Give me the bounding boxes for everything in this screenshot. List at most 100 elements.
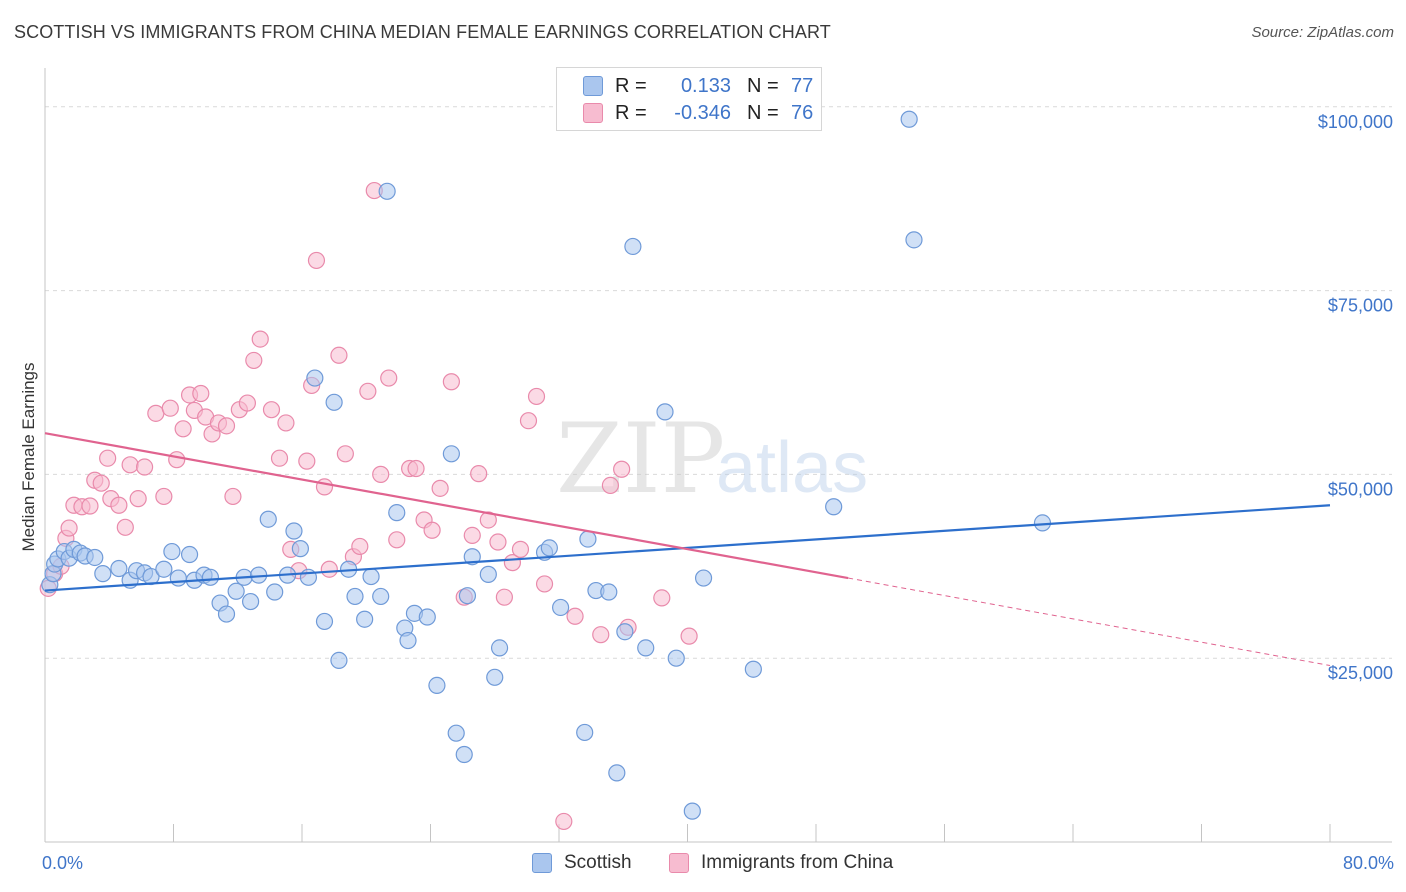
- china-swatch: [583, 103, 603, 123]
- scottish-point: [242, 592, 260, 611]
- china-point: [555, 812, 573, 831]
- y-tick-label: $50,000: [1328, 479, 1393, 499]
- scottish-point: [291, 540, 309, 558]
- scottish-point: [285, 522, 303, 540]
- china-point: [372, 465, 390, 483]
- china-point: [92, 474, 110, 492]
- scottish-point: [399, 631, 417, 650]
- china-point: [116, 518, 134, 536]
- china-point: [161, 399, 179, 417]
- china-point: [380, 369, 398, 387]
- china-point: [470, 465, 488, 483]
- china-point: [174, 420, 192, 438]
- china-point: [315, 478, 334, 496]
- scottish-point: [694, 569, 713, 587]
- scottish-point: [346, 587, 364, 606]
- china-point: [423, 521, 441, 539]
- china-point: [566, 607, 584, 625]
- legend-item-china[interactable]: Immigrants from China: [669, 852, 893, 874]
- china-point: [519, 412, 538, 430]
- r-value: 0.133: [680, 74, 731, 97]
- source-label: Source: ZipAtlas.com: [1251, 24, 1394, 41]
- scottish-point: [825, 498, 843, 516]
- scottish-point: [428, 676, 446, 694]
- china-point: [653, 589, 671, 607]
- scottish-point: [447, 724, 465, 742]
- china-point: [168, 451, 186, 469]
- scottish-trend-line: [44, 504, 1331, 592]
- scottish-point: [169, 569, 187, 587]
- scottish-point: [356, 610, 374, 628]
- y-tick-label: $100,000: [1318, 112, 1393, 132]
- scottish-point: [744, 660, 762, 678]
- scottish-point: [201, 568, 220, 586]
- china-point: [135, 458, 154, 476]
- china-point: [110, 496, 128, 514]
- china-trend-line: [44, 432, 849, 580]
- china-point: [535, 575, 554, 593]
- legend-row-china: R = -0.346 N = 76: [583, 100, 813, 126]
- china-legend-swatch: [669, 853, 689, 873]
- x-tick-label-min: 0.0%: [42, 853, 84, 873]
- scottish-point: [217, 605, 236, 623]
- china-point: [359, 382, 377, 400]
- scottish-point: [463, 548, 481, 566]
- scottish-point: [490, 639, 509, 657]
- x-tick-label-max: 80.0%: [1342, 853, 1394, 873]
- scottish-point: [330, 651, 348, 669]
- scottish-point: [259, 510, 277, 528]
- scottish-point: [266, 583, 284, 601]
- scottish-point: [540, 539, 558, 557]
- china-point: [277, 414, 295, 432]
- r-label: R =: [615, 74, 647, 97]
- china-point: [680, 627, 698, 645]
- scottish-point: [624, 237, 642, 256]
- scottish-point: [388, 504, 406, 522]
- scottish-point: [86, 548, 104, 567]
- china-point: [192, 384, 210, 403]
- scottish-point: [418, 608, 436, 626]
- china-point: [60, 519, 78, 537]
- scottish-point: [576, 723, 594, 742]
- china-point: [431, 479, 449, 497]
- scottish-point: [442, 445, 460, 463]
- china-trend-line-extension: [848, 577, 1331, 667]
- chart-title: SCOTTISH VS IMMIGRANTS FROM CHINA MEDIAN…: [14, 22, 831, 42]
- china-point: [388, 531, 406, 549]
- china-point: [489, 533, 507, 551]
- china-point: [217, 417, 236, 435]
- china-point: [121, 456, 139, 474]
- china-point: [238, 394, 256, 412]
- china-point: [320, 560, 338, 578]
- scottish-point: [227, 582, 245, 600]
- scottish-point: [600, 583, 618, 601]
- scottish-point: [552, 598, 570, 617]
- china-point: [527, 387, 546, 406]
- china-point: [601, 476, 620, 495]
- r-value: -0.346: [674, 101, 731, 124]
- scottish-point: [110, 559, 128, 578]
- r-label: R =: [615, 101, 647, 124]
- china-point: [224, 487, 242, 506]
- scottish-point: [608, 764, 626, 782]
- scottish-point: [900, 110, 918, 128]
- china-point: [479, 511, 497, 529]
- china-point: [262, 401, 281, 419]
- scottish-point: [325, 393, 343, 411]
- china-point: [155, 487, 173, 506]
- china-point: [336, 445, 354, 463]
- y-tick-label: $75,000: [1328, 296, 1393, 316]
- china-point: [245, 351, 263, 370]
- scottish-point: [306, 369, 324, 387]
- n-value: 76: [791, 101, 814, 124]
- legend-item-scottish[interactable]: Scottish: [532, 852, 632, 874]
- china-point: [330, 346, 348, 364]
- china-point: [251, 330, 269, 348]
- scottish-point: [616, 623, 634, 641]
- n-value: 77: [791, 74, 814, 97]
- scottish-point: [479, 565, 497, 583]
- china-point: [129, 490, 147, 508]
- series-legend: Scottish Immigrants from China: [0, 852, 1406, 878]
- scottish-point: [455, 745, 473, 764]
